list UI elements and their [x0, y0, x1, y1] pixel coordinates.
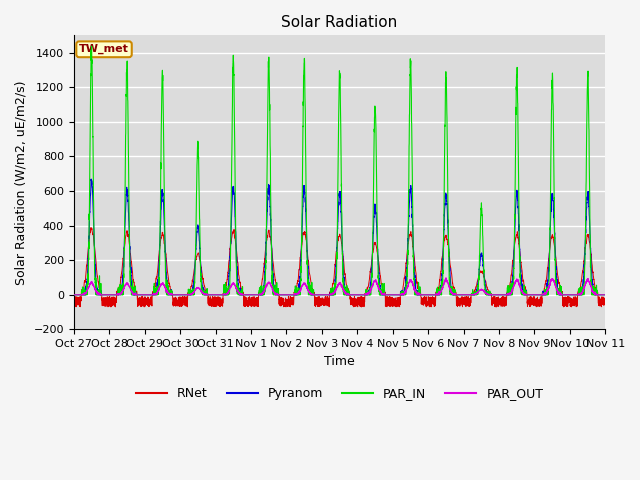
RNet [87, 225, 95, 230]
PAR_OUT [459, 292, 467, 298]
Pyranom [489, 292, 497, 298]
Line: PAR_IN: PAR_IN [74, 46, 605, 295]
Pyranom [70, 292, 77, 298]
PAR_IN [429, 292, 437, 298]
Pyranom [320, 292, 328, 298]
RNet [320, 302, 328, 308]
PAR_OUT [601, 292, 609, 298]
PAR_OUT [442, 275, 450, 281]
PAR_IN [70, 292, 77, 298]
Pyranom [429, 292, 437, 298]
RNet [429, 295, 437, 300]
Title: Solar Radiation: Solar Radiation [282, 15, 397, 30]
RNet [459, 295, 467, 300]
Y-axis label: Solar Radiation (W/m2, uE/m2/s): Solar Radiation (W/m2, uE/m2/s) [15, 80, 28, 285]
PAR_OUT [489, 292, 497, 298]
Line: RNet: RNet [74, 228, 605, 307]
X-axis label: Time: Time [324, 355, 355, 368]
RNet [601, 300, 609, 305]
RNet [70, 301, 77, 307]
PAR_IN [166, 292, 173, 298]
PAR_IN [489, 292, 497, 298]
Line: PAR_OUT: PAR_OUT [74, 278, 605, 295]
RNet [140, 304, 148, 310]
RNet [602, 301, 609, 307]
PAR_OUT [319, 292, 327, 298]
PAR_OUT [166, 291, 173, 297]
Pyranom [601, 292, 609, 298]
Pyranom [87, 176, 95, 182]
Line: Pyranom: Pyranom [74, 179, 605, 295]
Pyranom [166, 292, 173, 298]
PAR_IN [320, 292, 328, 298]
PAR_IN [602, 292, 609, 298]
RNet [489, 301, 497, 307]
PAR_IN [601, 292, 609, 298]
PAR_OUT [70, 292, 77, 298]
Text: TW_met: TW_met [79, 44, 129, 54]
PAR_OUT [429, 292, 437, 298]
Pyranom [602, 292, 609, 298]
PAR_IN [88, 43, 95, 49]
Legend: RNet, Pyranom, PAR_IN, PAR_OUT: RNet, Pyranom, PAR_IN, PAR_OUT [131, 383, 548, 406]
PAR_OUT [602, 292, 609, 298]
RNet [166, 281, 173, 287]
PAR_IN [459, 292, 467, 298]
Pyranom [459, 292, 467, 298]
